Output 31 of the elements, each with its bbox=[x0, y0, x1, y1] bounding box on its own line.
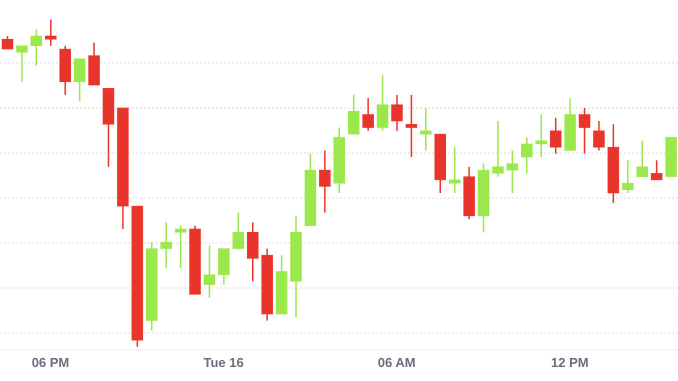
candlestick bbox=[74, 58, 86, 102]
candlestick bbox=[506, 150, 518, 194]
candlestick bbox=[319, 150, 331, 214]
candlestick bbox=[622, 160, 634, 194]
x-tick-label: 12 PM bbox=[551, 355, 589, 370]
x-tick-label: 06 PM bbox=[32, 355, 70, 370]
candlestick bbox=[650, 160, 662, 181]
candlestick bbox=[535, 114, 547, 158]
candlestick bbox=[636, 140, 648, 178]
candlestick bbox=[578, 107, 590, 154]
candlestick bbox=[160, 222, 172, 269]
candlestick bbox=[448, 146, 460, 194]
candlestick bbox=[362, 97, 374, 132]
candlestick bbox=[204, 244, 216, 298]
candlestick bbox=[593, 120, 605, 152]
candlestick bbox=[2, 35, 14, 50]
x-tick-label: Tue 16 bbox=[203, 355, 244, 370]
candlestick bbox=[391, 94, 403, 132]
candlestick bbox=[232, 212, 244, 250]
candlestick bbox=[45, 18, 57, 47]
x-tick-label: 06 AM bbox=[378, 355, 416, 370]
candlestick bbox=[521, 136, 533, 174]
candlestick bbox=[16, 45, 28, 83]
candlestick bbox=[420, 107, 432, 152]
candlestick bbox=[30, 28, 42, 66]
candlestick bbox=[492, 120, 504, 178]
candlestick bbox=[550, 117, 562, 154]
candlestick bbox=[174, 224, 186, 269]
candlestick bbox=[406, 94, 418, 158]
candlestick bbox=[348, 94, 360, 135]
candlestick bbox=[376, 74, 388, 132]
